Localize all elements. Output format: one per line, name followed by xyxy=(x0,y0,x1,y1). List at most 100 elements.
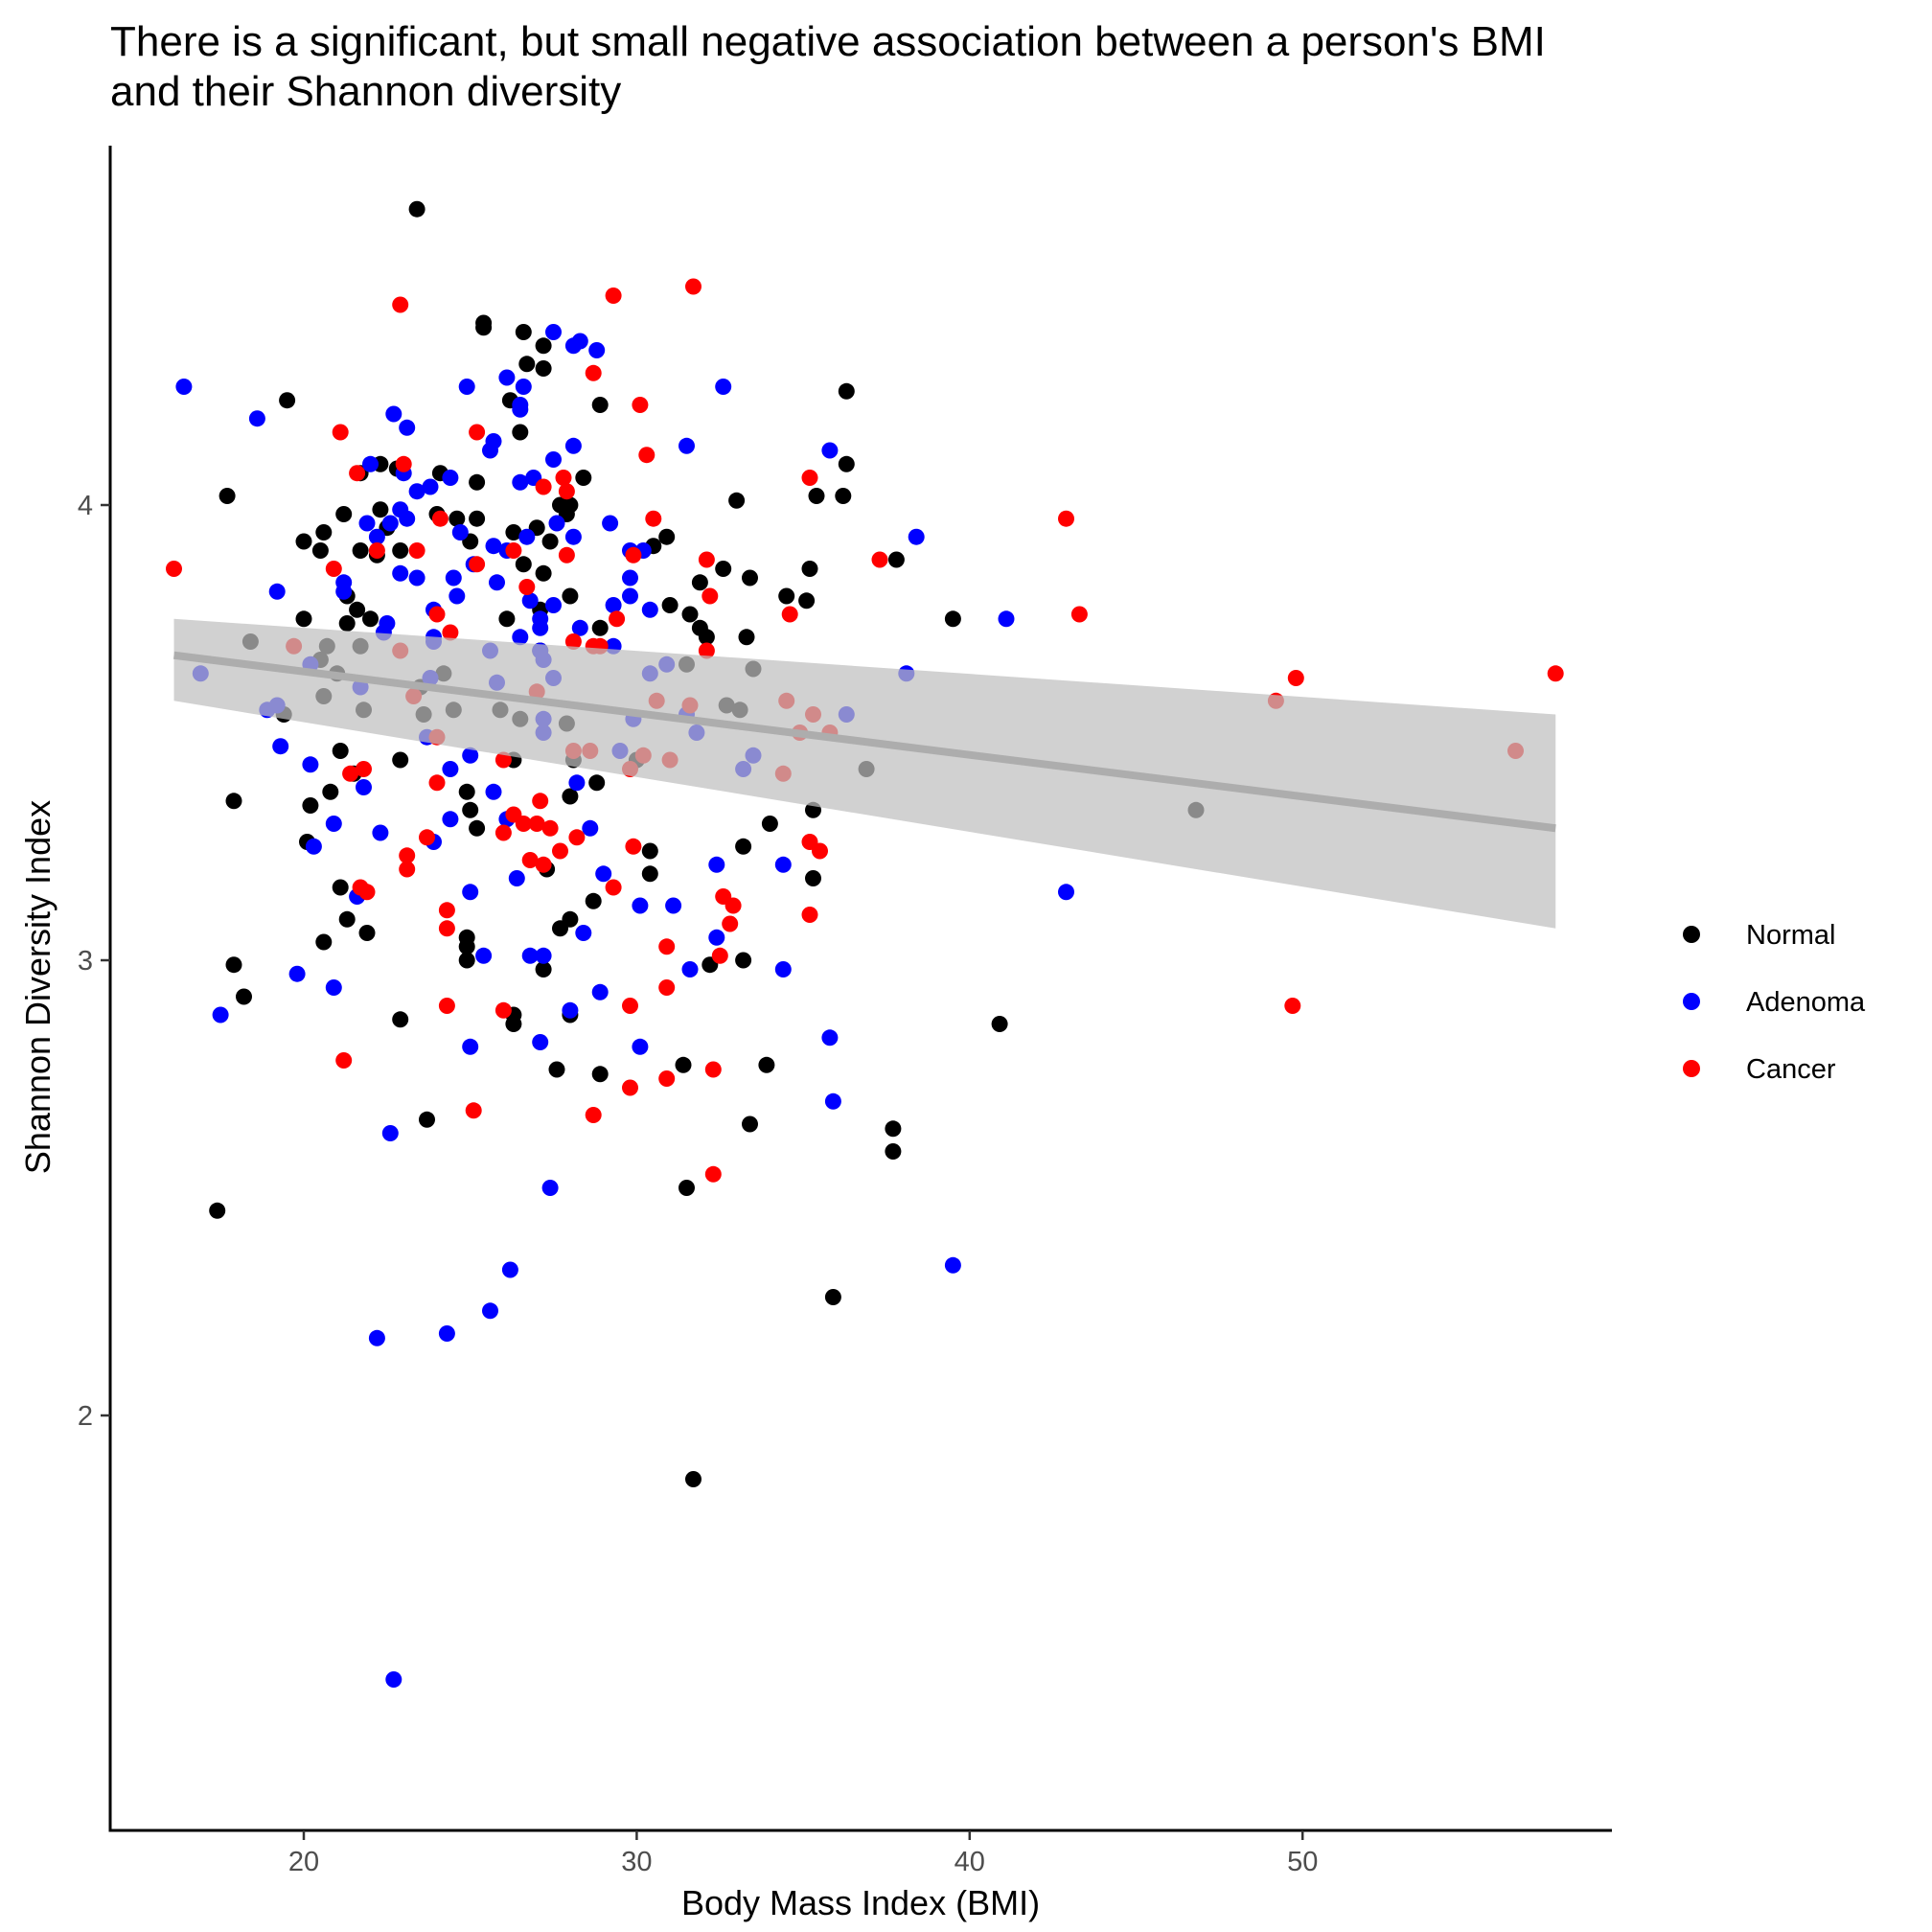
data-point xyxy=(632,1038,649,1055)
data-point xyxy=(588,774,606,792)
data-point xyxy=(562,788,579,805)
data-point xyxy=(458,952,475,969)
data-point xyxy=(469,510,486,527)
data-point xyxy=(908,528,925,545)
data-point xyxy=(392,751,409,769)
data-point xyxy=(774,856,792,873)
data-point xyxy=(824,1289,841,1305)
y-tick-label: 4 xyxy=(78,491,93,521)
data-point xyxy=(225,956,242,974)
data-point xyxy=(485,783,502,800)
data-point xyxy=(518,356,536,373)
data-point xyxy=(358,884,376,901)
data-point xyxy=(715,379,732,395)
data-point xyxy=(428,774,446,792)
data-point xyxy=(521,852,539,868)
data-point xyxy=(778,587,795,605)
data-point xyxy=(838,455,855,472)
data-point xyxy=(742,569,758,586)
data-point xyxy=(419,1111,435,1128)
data-point xyxy=(698,642,715,659)
data-point xyxy=(335,506,353,522)
data-point xyxy=(541,533,559,550)
data-point xyxy=(515,379,532,395)
data-point xyxy=(392,564,409,582)
data-point xyxy=(515,324,532,340)
data-point xyxy=(1058,884,1074,901)
data-point xyxy=(602,515,619,532)
data-point xyxy=(564,528,582,545)
data-point xyxy=(399,510,416,527)
data-point xyxy=(658,979,676,996)
data-point xyxy=(288,965,306,982)
data-point xyxy=(545,597,562,613)
data-point xyxy=(605,288,622,304)
data-point xyxy=(532,793,549,810)
data-point xyxy=(442,811,459,828)
data-point xyxy=(801,561,818,577)
x-axis-title: Body Mass Index (BMI) xyxy=(681,1883,1040,1922)
data-point xyxy=(458,938,475,955)
data-point xyxy=(505,524,522,540)
data-point xyxy=(248,410,265,427)
data-point xyxy=(722,915,739,932)
data-point xyxy=(805,870,821,886)
data-point xyxy=(236,988,252,1005)
data-point xyxy=(758,1056,775,1073)
legend-label: Cancer xyxy=(1746,1054,1836,1085)
data-point xyxy=(685,278,702,295)
data-point xyxy=(372,501,389,518)
data-point xyxy=(166,561,182,577)
data-point xyxy=(704,1165,722,1183)
data-point xyxy=(591,1066,609,1083)
data-point xyxy=(515,556,532,573)
data-point xyxy=(715,561,732,577)
data-point xyxy=(535,360,552,377)
legend-dot-icon xyxy=(1683,1060,1700,1077)
data-point xyxy=(508,870,525,886)
data-point xyxy=(871,551,888,568)
data-point xyxy=(568,829,586,846)
data-point xyxy=(302,756,319,773)
data-point xyxy=(368,542,385,559)
data-point xyxy=(505,542,522,559)
data-point xyxy=(691,574,708,591)
data-point xyxy=(541,1180,559,1196)
data-point xyxy=(535,856,552,873)
data-point xyxy=(368,528,385,545)
data-point xyxy=(462,801,479,818)
data-point xyxy=(325,816,342,832)
data-point xyxy=(442,761,459,777)
data-point xyxy=(325,979,342,996)
data-point xyxy=(702,587,719,605)
data-point xyxy=(408,542,426,559)
data-point xyxy=(555,470,572,486)
data-point xyxy=(395,455,412,472)
data-point xyxy=(564,437,582,454)
data-point xyxy=(494,751,512,769)
x-tick-label: 30 xyxy=(621,1847,652,1877)
data-point xyxy=(469,819,486,837)
data-point xyxy=(585,364,602,381)
data-point xyxy=(998,610,1015,628)
data-point xyxy=(658,938,676,955)
regression-line xyxy=(173,651,1556,833)
data-point xyxy=(798,592,816,610)
legend-dot-icon xyxy=(1683,926,1700,943)
data-point xyxy=(521,592,539,610)
data-point xyxy=(368,1329,385,1346)
data-point xyxy=(641,842,658,860)
data-point xyxy=(735,952,752,969)
data-point xyxy=(564,633,582,650)
data-point xyxy=(605,879,622,896)
data-point xyxy=(711,947,728,964)
data-point xyxy=(381,1125,399,1141)
data-point xyxy=(362,610,379,628)
data-point xyxy=(311,542,329,559)
data-point xyxy=(352,542,369,559)
data-point xyxy=(431,510,448,527)
data-point xyxy=(422,478,439,495)
data-point xyxy=(681,961,699,978)
data-point xyxy=(489,574,505,591)
data-point xyxy=(1284,998,1301,1014)
